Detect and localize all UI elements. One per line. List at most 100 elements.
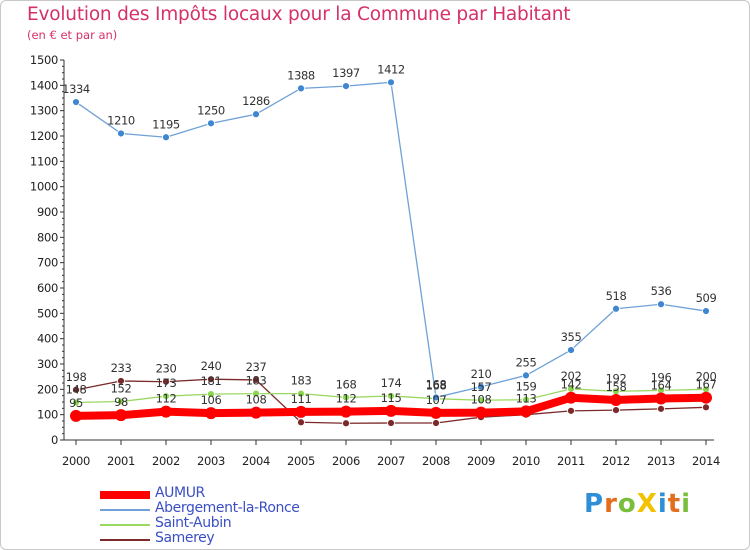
- legend-label: Abergement-la-Ronce: [155, 500, 300, 516]
- data-point-aumur: [610, 393, 622, 406]
- data-point-abergement-la-ronce: [342, 82, 350, 90]
- data-point-samerey: [387, 419, 395, 427]
- y-tick-label: 1000: [30, 180, 58, 194]
- data-label-aumur: 95: [69, 396, 83, 410]
- x-tick-label: 2006: [332, 454, 360, 468]
- data-point-abergement-la-ronce: [567, 346, 575, 354]
- proxiti-logo: ProXiti: [584, 489, 691, 519]
- data-label-saint-aubin: 183: [246, 374, 267, 388]
- chart-subtitle: (en € et par an): [27, 28, 118, 42]
- data-label-saint-aubin: 202: [561, 369, 582, 383]
- data-point-aumur: [565, 391, 577, 404]
- x-tick-label: 2014: [692, 454, 720, 468]
- series-layer: [70, 78, 712, 428]
- logo-letter: X: [636, 489, 658, 519]
- y-tick-label: 900: [37, 205, 58, 219]
- data-point-abergement-la-ronce: [702, 307, 710, 315]
- data-label-saint-aubin: 196: [651, 370, 672, 384]
- data-label-aumur: 164: [651, 378, 672, 392]
- data-label-samerey: 240: [201, 359, 222, 373]
- legend-label: AUMUR: [155, 485, 205, 501]
- data-point-aumur: [655, 392, 667, 405]
- data-point-samerey: [432, 419, 440, 427]
- y-tick-label: 200: [37, 382, 58, 396]
- data-point-abergement-la-ronce: [117, 129, 125, 138]
- data-point-abergement-la-ronce: [657, 300, 665, 309]
- data-point-aumur: [430, 406, 442, 419]
- data-point-aumur: [295, 405, 307, 418]
- x-tick-label: 2010: [512, 454, 540, 468]
- y-tick-label: 700: [37, 256, 58, 270]
- data-point-abergement-la-ronce: [252, 110, 260, 119]
- y-tick-label: 0: [51, 433, 58, 447]
- data-label-abergement-la-ronce: 1250: [197, 103, 225, 117]
- data-point-samerey: [207, 375, 215, 384]
- data-label-aumur: 112: [336, 392, 357, 406]
- data-label-aumur: 112: [156, 392, 177, 406]
- data-point-saint-aubin: [207, 390, 215, 399]
- data-label-aumur: 107: [426, 393, 447, 407]
- data-label-samerey: 198: [66, 370, 87, 384]
- y-tick-label: 1300: [30, 104, 58, 118]
- x-tick-label: 2003: [197, 454, 225, 468]
- data-label-abergement-la-ronce: 1334: [62, 82, 90, 96]
- data-point-saint-aubin: [252, 389, 260, 398]
- data-point-abergement-la-ronce: [612, 304, 620, 313]
- y-tick-label: 1100: [30, 154, 58, 168]
- y-tick-label: 600: [37, 281, 58, 295]
- data-label-aumur: 98: [114, 395, 128, 409]
- data-label-saint-aubin: 173: [156, 376, 177, 390]
- data-label-abergement-la-ronce: 1388: [287, 68, 315, 82]
- data-label-abergement-la-ronce: 168: [426, 377, 447, 391]
- data-point-aumur: [160, 405, 172, 418]
- data-point-samerey: [657, 404, 665, 413]
- data-label-saint-aubin: 200: [696, 369, 717, 383]
- chart-title: Evolution des Impôts locaux pour la Comm…: [27, 4, 571, 25]
- data-label-saint-aubin: 174: [381, 376, 402, 390]
- legend-swatch: [100, 491, 150, 499]
- x-tick-label: 2009: [467, 454, 495, 468]
- data-point-abergement-la-ronce: [72, 98, 80, 106]
- data-label-aumur: 106: [201, 393, 222, 407]
- data-point-samerey: [117, 377, 125, 385]
- data-label-samerey: 237: [246, 360, 267, 374]
- data-label-saint-aubin: 152: [111, 381, 132, 395]
- legend-swatch: [100, 524, 150, 526]
- x-tick-label: 2001: [107, 454, 135, 468]
- y-tick-label: 800: [37, 230, 58, 244]
- data-label-abergement-la-ronce: 355: [561, 330, 582, 344]
- data-point-aumur: [520, 405, 532, 418]
- data-label-aumur: 108: [471, 393, 492, 407]
- data-label-aumur: 142: [561, 378, 582, 392]
- data-label-abergement-la-ronce: 509: [696, 291, 717, 305]
- data-point-aumur: [70, 409, 82, 422]
- x-tick-label: 2000: [62, 454, 90, 468]
- data-point-saint-aubin: [297, 389, 305, 398]
- legend-swatch: [100, 539, 150, 541]
- data-label-aumur: 167: [696, 378, 717, 392]
- data-point-aumur: [385, 404, 397, 417]
- y-tick-label: 400: [37, 332, 58, 346]
- legend-label: Samerey: [155, 530, 215, 546]
- line-chart: 0 100 200 300 400 500 600 700 800 900 1000 1100 1200…: [30, 53, 720, 468]
- data-label-saint-aubin: 157: [471, 380, 492, 394]
- data-point-saint-aubin: [522, 395, 530, 404]
- data-label-abergement-la-ronce: 1412: [377, 62, 405, 76]
- data-label-saint-aubin: 181: [201, 374, 222, 388]
- data-point-abergement-la-ronce: [162, 133, 170, 142]
- y-tick-label: 100: [37, 408, 58, 422]
- data-label-samerey: 233: [111, 361, 132, 375]
- x-tick-label: 2013: [647, 454, 675, 468]
- data-point-saint-aubin: [162, 392, 170, 401]
- data-label-aumur: 158: [606, 380, 627, 394]
- data-label-abergement-la-ronce: 518: [606, 289, 627, 303]
- data-label-aumur: 111: [291, 392, 312, 406]
- data-point-aumur: [475, 406, 487, 419]
- data-point-abergement-la-ronce: [432, 393, 440, 402]
- data-label-abergement-la-ronce: 536: [651, 284, 672, 298]
- x-tick-label: 2005: [287, 454, 315, 468]
- data-point-aumur: [115, 409, 127, 422]
- y-tick-label: 500: [37, 306, 58, 320]
- series-aumur: [70, 391, 712, 422]
- data-point-samerey: [297, 418, 305, 427]
